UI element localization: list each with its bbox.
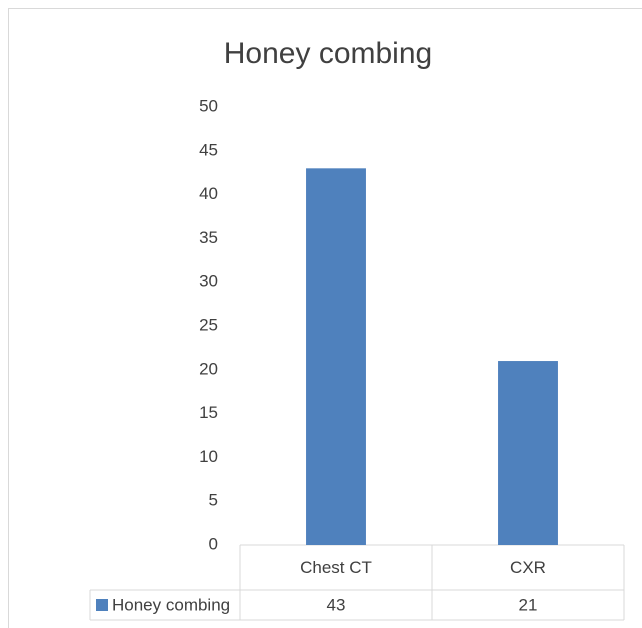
y-tick-label: 30	[199, 272, 218, 291]
y-tick-label: 0	[209, 534, 218, 553]
x-tick-label: Chest CT	[300, 558, 372, 577]
y-tick-label: 5	[209, 491, 218, 510]
y-tick-label: 25	[199, 315, 218, 334]
legend-swatch	[96, 599, 108, 611]
table-value: 43	[327, 595, 346, 614]
y-tick-label: 40	[199, 184, 218, 203]
x-tick-label: CXR	[510, 558, 546, 577]
y-tick-label: 20	[199, 359, 218, 378]
y-tick-label: 10	[199, 447, 218, 466]
y-tick-label: 50	[199, 96, 218, 115]
y-tick-label: 45	[199, 140, 218, 159]
chart-border	[8, 8, 642, 628]
y-tick-label: 35	[199, 228, 218, 247]
chart-title: Honey combing	[224, 37, 432, 70]
legend-label: Honey combing	[112, 595, 230, 614]
table-value: 21	[519, 595, 538, 614]
bar	[306, 168, 366, 545]
bar	[498, 361, 558, 545]
y-tick-label: 15	[199, 403, 218, 422]
